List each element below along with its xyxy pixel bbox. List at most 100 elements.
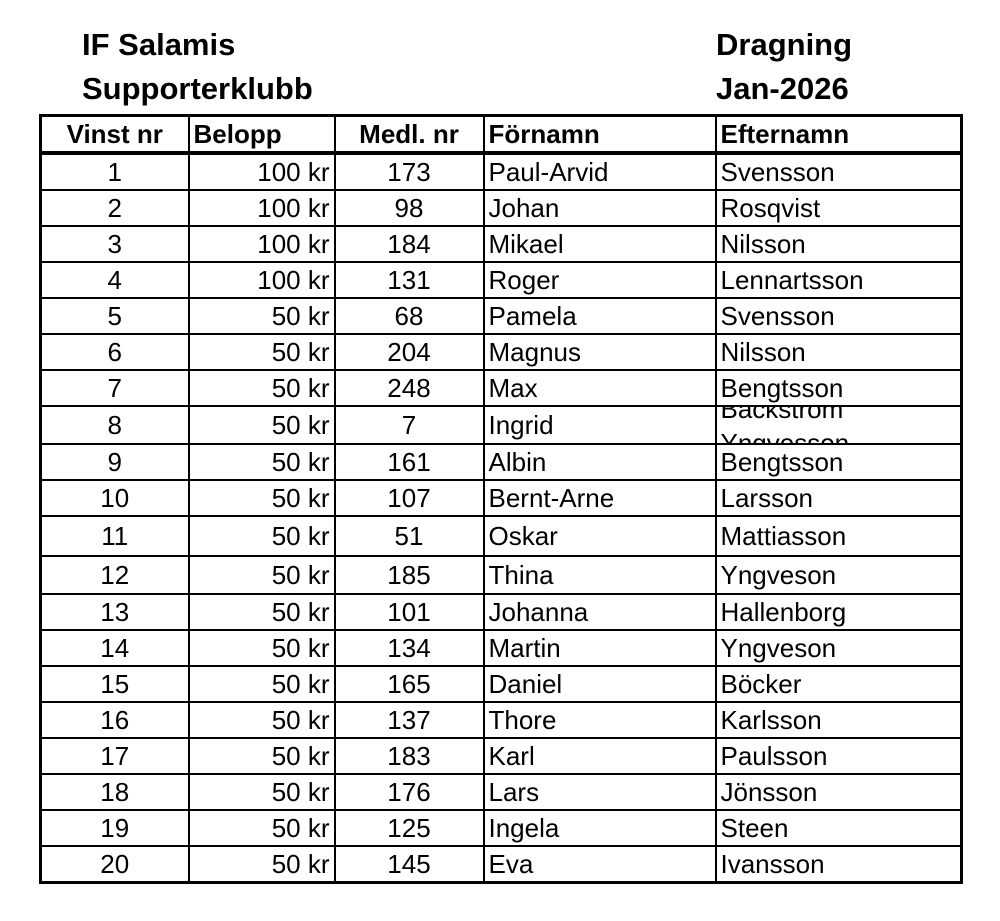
cell-vinst-nr: 13: [39, 593, 190, 631]
table-row: 7 50 kr 248 Max Bengtsson: [39, 369, 963, 407]
draw-title: Dragning Jan-2026: [716, 23, 852, 111]
cell-fornamn: Magnus: [482, 333, 717, 371]
cell-fornamn: Karl: [482, 737, 717, 775]
cell-medl-nr: 184: [333, 225, 485, 263]
cell-vinst-nr: 3: [39, 225, 190, 263]
cell-vinst-nr: 19: [39, 809, 190, 847]
draw-title-line1: Dragning: [716, 27, 853, 62]
table-row: 20 50 kr 145 Eva Ivansson: [39, 845, 963, 884]
cell-vinst-nr: 7: [39, 369, 190, 407]
cell-medl-nr: 161: [333, 443, 485, 481]
cell-fornamn: Max: [482, 369, 717, 407]
cell-fornamn: Johan: [482, 189, 717, 227]
cell-medl-nr: 134: [333, 629, 485, 667]
cell-efternamn: Bengtsson: [714, 443, 963, 481]
table-row: 11 50 kr 51 Oskar Mattiasson: [39, 515, 963, 557]
cell-efternamn: Larsson: [714, 479, 963, 517]
cell-vinst-nr: 9: [39, 443, 190, 481]
cell-medl-nr: 137: [333, 701, 485, 739]
cell-fornamn: Paul-Arvid: [482, 152, 717, 191]
cell-vinst-nr: 20: [39, 845, 190, 884]
table-header-row: Vinst nr Belopp Medl. nr Förnamn Efterna…: [39, 114, 963, 155]
cell-medl-nr: 145: [333, 845, 485, 884]
cell-belopp: 100 kr: [187, 189, 336, 227]
cell-belopp: 50 kr: [187, 593, 336, 631]
cell-fornamn: Bernt-Arne: [482, 479, 717, 517]
cell-medl-nr: 131: [333, 261, 485, 299]
cell-medl-nr: 98: [333, 189, 485, 227]
cell-fornamn: Daniel: [482, 665, 717, 703]
cell-belopp: 100 kr: [187, 225, 336, 263]
club-name-line2: Supporterklubb: [82, 71, 313, 106]
cell-medl-nr: 176: [333, 773, 485, 811]
cell-medl-nr: 125: [333, 809, 485, 847]
table-row: 3 100 kr 184 Mikael Nilsson: [39, 225, 963, 263]
cell-medl-nr: 248: [333, 369, 485, 407]
cell-vinst-nr: 10: [39, 479, 190, 517]
cell-vinst-nr: 1: [39, 152, 190, 191]
cell-vinst-nr: 12: [39, 555, 190, 595]
cell-fornamn: Pamela: [482, 297, 717, 335]
cell-fornamn: Oskar: [482, 515, 717, 557]
table-row: 19 50 kr 125 Ingela Steen: [39, 809, 963, 847]
cell-vinst-nr: 6: [39, 333, 190, 371]
cell-belopp: 50 kr: [187, 297, 336, 335]
cell-efternamn: Backström Yngvesson: [714, 405, 963, 445]
cell-belopp: 100 kr: [187, 152, 336, 191]
winners-table: Vinst nr Belopp Medl. nr Förnamn Efterna…: [39, 114, 963, 884]
cell-fornamn: Johanna: [482, 593, 717, 631]
cell-efternamn: Jönsson: [714, 773, 963, 811]
table-row: 5 50 kr 68 Pamela Svensson: [39, 297, 963, 335]
table-row: 6 50 kr 204 Magnus Nilsson: [39, 333, 963, 371]
cell-vinst-nr: 4: [39, 261, 190, 299]
cell-efternamn: Paulsson: [714, 737, 963, 775]
cell-fornamn: Thina: [482, 555, 717, 595]
cell-vinst-nr: 17: [39, 737, 190, 775]
cell-belopp: 50 kr: [187, 629, 336, 667]
cell-vinst-nr: 14: [39, 629, 190, 667]
cell-medl-nr: 204: [333, 333, 485, 371]
cell-belopp: 50 kr: [187, 845, 336, 884]
cell-belopp: 50 kr: [187, 737, 336, 775]
table-row: 2 100 kr 98 Johan Rosqvist: [39, 189, 963, 227]
cell-vinst-nr: 11: [39, 515, 190, 557]
cell-belopp: 50 kr: [187, 369, 336, 407]
cell-belopp: 50 kr: [187, 333, 336, 371]
table-row: 8 50 kr 7 Ingrid Backström Yngvesson: [39, 405, 963, 445]
cell-belopp: 50 kr: [187, 809, 336, 847]
cell-efternamn: Hallenborg: [714, 593, 963, 631]
table-row: 12 50 kr 185 Thina Yngveson: [39, 555, 963, 595]
cell-vinst-nr: 5: [39, 297, 190, 335]
cell-fornamn: Ingrid: [482, 405, 717, 445]
cell-vinst-nr: 16: [39, 701, 190, 739]
cell-belopp: 100 kr: [187, 261, 336, 299]
cell-fornamn: Albin: [482, 443, 717, 481]
column-header-efternamn: Efternamn: [714, 114, 963, 155]
cell-medl-nr: 51: [333, 515, 485, 557]
table-row: 1 100 kr 173 Paul-Arvid Svensson: [39, 152, 963, 191]
column-header-belopp: Belopp: [187, 114, 336, 155]
table-row: 18 50 kr 176 Lars Jönsson: [39, 773, 963, 811]
cell-fornamn: Mikael: [482, 225, 717, 263]
cell-efternamn: Mattiasson: [714, 515, 963, 557]
cell-efternamn: Steen: [714, 809, 963, 847]
cell-efternamn: Karlsson: [714, 701, 963, 739]
cell-fornamn: Roger: [482, 261, 717, 299]
cell-medl-nr: 173: [333, 152, 485, 191]
cell-medl-nr: 165: [333, 665, 485, 703]
table-row: 4 100 kr 131 Roger Lennartsson: [39, 261, 963, 299]
cell-vinst-nr: 8: [39, 405, 190, 445]
table-row: 16 50 kr 137 Thore Karlsson: [39, 701, 963, 739]
cell-belopp: 50 kr: [187, 555, 336, 595]
club-name: IF Salamis Supporterklubb: [82, 23, 313, 111]
cell-belopp: 50 kr: [187, 479, 336, 517]
cell-efternamn: Böcker: [714, 665, 963, 703]
cell-vinst-nr: 18: [39, 773, 190, 811]
cell-efternamn: Bengtsson: [714, 369, 963, 407]
cell-efternamn: Svensson: [714, 152, 963, 191]
cell-medl-nr: 101: [333, 593, 485, 631]
cell-belopp: 50 kr: [187, 443, 336, 481]
cell-medl-nr: 183: [333, 737, 485, 775]
cell-efternamn: Yngveson: [714, 555, 963, 595]
table-row: 10 50 kr 107 Bernt-Arne Larsson: [39, 479, 963, 517]
